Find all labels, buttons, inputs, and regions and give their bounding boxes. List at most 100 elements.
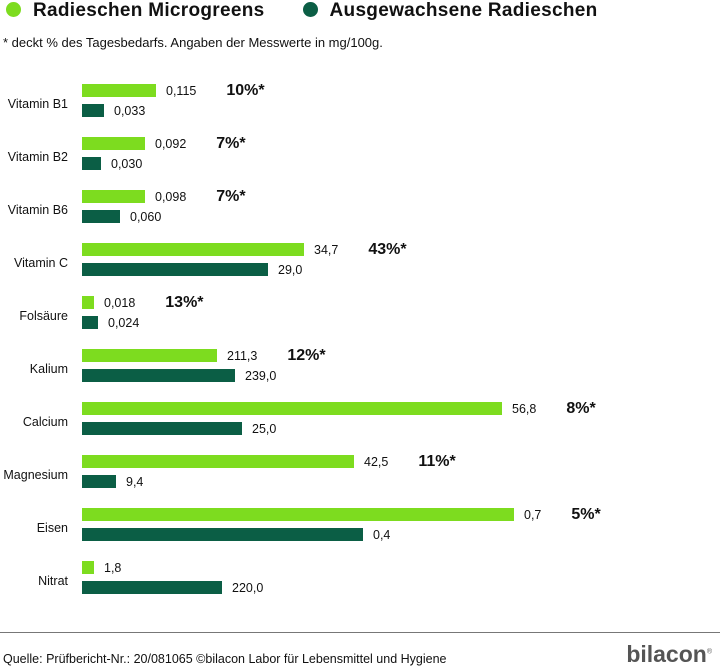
bar-microgreens	[82, 508, 514, 521]
value-label: 0,060	[130, 209, 162, 224]
category-label: Calcium	[22, 415, 68, 429]
category-label: Folsäure	[19, 309, 68, 323]
legend-dot	[6, 2, 21, 17]
bar-group: 9,4	[82, 474, 144, 489]
daily-percent-label: 5%*	[571, 505, 601, 523]
category-label: Vitamin C	[14, 256, 68, 270]
value-label: 0,018	[104, 295, 136, 310]
category-row: Vitamin C 34,7 43%* 29,0	[0, 240, 720, 283]
bar-group: 0,060	[82, 209, 162, 224]
bar-group: 0,024	[82, 315, 140, 330]
value-label: 0,024	[108, 315, 140, 330]
bar-ausgewachsen	[82, 263, 268, 276]
legend-dot	[302, 2, 318, 17]
value-label: 0,098	[155, 189, 187, 204]
bar-ausgewachsen	[82, 316, 98, 329]
bar-group: 42,5 11%*	[82, 452, 456, 470]
bar-ausgewachsen	[82, 210, 120, 223]
bar-group: 29,0	[82, 262, 303, 277]
value-label: 56,8	[512, 401, 537, 416]
category-label: Vitamin B2	[7, 150, 68, 164]
value-label: 0,4	[373, 527, 391, 542]
bar-group: 25,0	[82, 421, 277, 436]
bar-microgreens	[82, 402, 502, 415]
bar-ausgewachsen	[82, 475, 116, 488]
daily-percent-label: 12%*	[287, 346, 326, 364]
bar-group: 220,0	[82, 580, 264, 595]
bar-group: 0,033	[82, 103, 146, 118]
category-row: Vitamin B2 0,092 7%* 0,030	[0, 134, 720, 177]
value-label: 0,033	[114, 103, 146, 118]
value-label: 239,0	[245, 368, 277, 383]
bar-group: 0,018 13%*	[82, 293, 204, 311]
bar-group: 1,8	[82, 560, 122, 575]
bar-ausgewachsen	[82, 157, 101, 170]
category-label: Vitamin B1	[7, 97, 68, 111]
category-label: Magnesium	[3, 468, 68, 482]
bar-ausgewachsen	[82, 528, 363, 541]
category-row: Eisen 0,7 5%* 0,4	[0, 505, 720, 548]
category-row: Nitrat 1,8 220,0	[0, 561, 720, 601]
daily-percent-label: 13%*	[165, 293, 204, 311]
legend-item-microgreens: Radieschen Microgreens	[6, 0, 265, 22]
category-row: Kalium 211,3 12%* 239,0	[0, 346, 720, 389]
category-label: Eisen	[36, 521, 68, 535]
legend-label: Radieschen Microgreens	[33, 0, 265, 21]
chart-note: * deckt % des Tagesbedarfs. Angaben der …	[3, 35, 383, 50]
bar-microgreens	[82, 561, 94, 574]
bar-group: 0,4	[82, 527, 391, 542]
bar-group: 0,098 7%*	[82, 187, 246, 205]
bilacon-logo: bilacon®	[626, 641, 712, 667]
bar-group: 0,115 10%*	[82, 81, 265, 99]
bar-microgreens	[82, 455, 354, 468]
value-label: 42,5	[364, 454, 389, 469]
bar-group: 239,0	[82, 368, 277, 383]
value-label: 34,7	[314, 242, 339, 257]
daily-percent-label: 10%*	[226, 81, 265, 99]
value-label: 25,0	[252, 421, 277, 436]
value-label: 29,0	[278, 262, 303, 277]
bar-group: 0,7 5%*	[82, 505, 601, 523]
category-label: Nitrat	[38, 574, 68, 588]
category-row: Vitamin B6 0,098 7%* 0,060	[0, 187, 720, 230]
bar-group: 211,3 12%*	[82, 346, 326, 364]
category-row: Folsäure 0,018 13%* 0,024	[0, 293, 720, 336]
daily-percent-label: 43%*	[368, 240, 407, 258]
daily-percent-label: 7%*	[216, 134, 246, 152]
bar-ausgewachsen	[82, 369, 235, 382]
logo-text: bilacon	[626, 641, 707, 667]
value-label: 0,7	[524, 507, 542, 522]
bar-group: 0,030	[82, 156, 143, 171]
daily-percent-label: 11%*	[418, 452, 456, 470]
value-label: 1,8	[104, 560, 122, 575]
value-label: 0,092	[155, 136, 187, 151]
category-label: Vitamin B6	[7, 203, 68, 217]
bar-microgreens	[82, 296, 94, 309]
value-label: 220,0	[232, 580, 264, 595]
bar-ausgewachsen	[82, 104, 104, 117]
daily-percent-label: 8%*	[566, 399, 596, 417]
value-label: 0,030	[111, 156, 143, 171]
bar-microgreens	[82, 190, 145, 203]
legend: Radieschen Microgreens Ausgewachsene Rad…	[6, 0, 598, 22]
source-text: Quelle: Prüfbericht-Nr.: 20/081065 ©bila…	[3, 652, 447, 666]
category-label: Kalium	[29, 362, 68, 376]
bar-ausgewachsen	[82, 422, 242, 435]
bar-microgreens	[82, 349, 217, 362]
divider	[0, 632, 720, 633]
bar-group: 0,092 7%*	[82, 134, 246, 152]
category-row: Magnesium 42,5 11%* 9,4	[0, 452, 720, 495]
daily-percent-label: 7%*	[216, 187, 246, 205]
legend-label: Ausgewachsene Radieschen	[329, 0, 598, 21]
category-row: Vitamin B1 0,115 10%* 0,033	[0, 81, 720, 124]
bar-microgreens	[82, 84, 156, 97]
value-label: 0,115	[166, 83, 197, 98]
value-label: 211,3	[227, 348, 258, 363]
bar-microgreens	[82, 137, 145, 150]
category-row: Calcium 56,8 8%* 25,0	[0, 399, 720, 442]
value-label: 9,4	[126, 474, 144, 489]
bar-group: 34,7 43%*	[82, 240, 407, 258]
bar-group: 56,8 8%*	[82, 399, 596, 417]
legend-item-ausgewachsen: Ausgewachsene Radieschen	[302, 0, 598, 22]
bar-microgreens	[82, 243, 304, 256]
